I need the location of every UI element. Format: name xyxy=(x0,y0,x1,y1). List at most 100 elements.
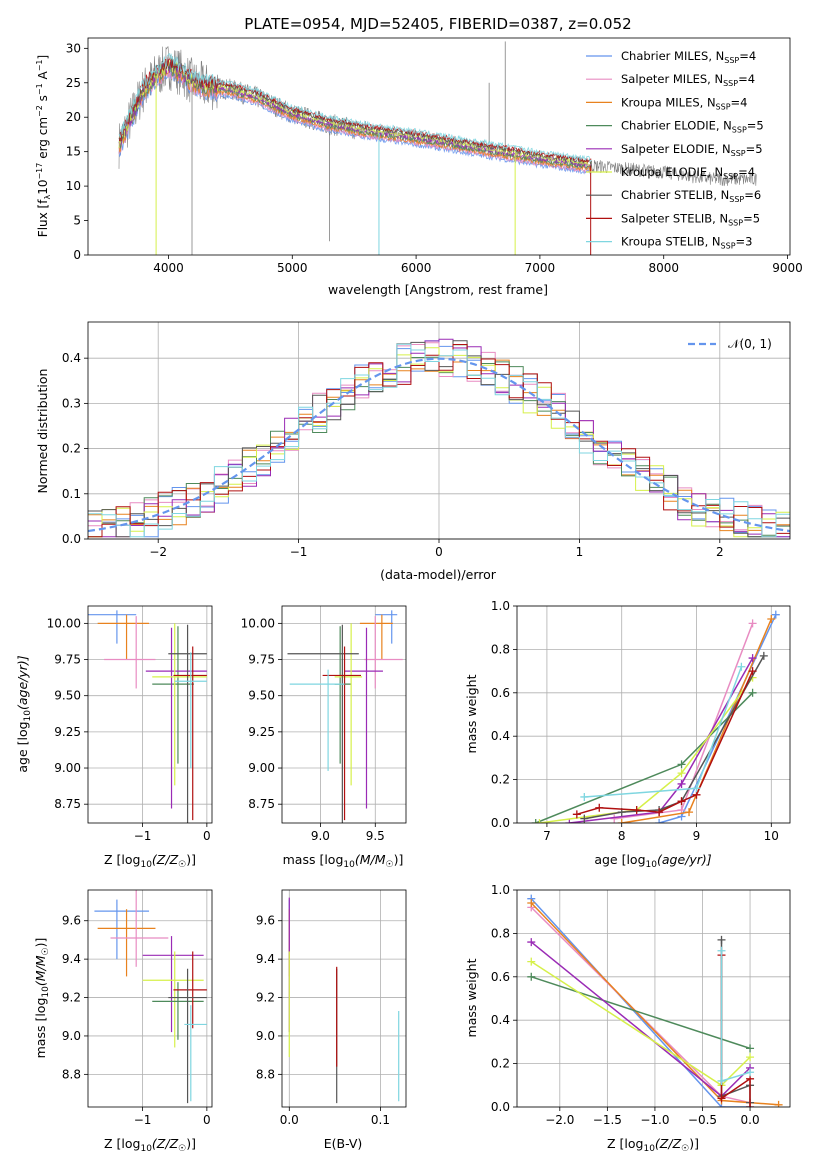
weight-marker xyxy=(717,1094,726,1103)
errorbar-point xyxy=(359,614,393,660)
y-axis-label: mass weight xyxy=(464,958,479,1037)
errorbar-point xyxy=(173,646,207,821)
axes-frame xyxy=(87,605,213,824)
y-tick-label: 0.6 xyxy=(491,970,510,984)
weight-marker xyxy=(655,819,664,823)
weight-line xyxy=(530,898,750,1107)
x-tick-label: −1.5 xyxy=(593,1113,622,1127)
x-tick-label: 6000 xyxy=(401,261,432,275)
errorbar-point xyxy=(97,909,156,977)
model-spectrum xyxy=(118,58,592,167)
x-axis-label: E(B-V) xyxy=(324,1136,363,1151)
mass-weight-vs-age-panel: 7 8 9 10 0.0 0.2 0.4 0.6 0.8 1.0 age [log10(age/yr… xyxy=(464,599,791,870)
y-tick-label: 9.2 xyxy=(62,991,81,1005)
weight-marker xyxy=(746,1044,755,1053)
x-axis-label: Z [log10(Z/Z☉)] xyxy=(104,852,196,870)
weight-marker xyxy=(677,779,686,788)
y-tick-label: 0.3 xyxy=(62,396,81,410)
y-tick-label: 0.6 xyxy=(491,686,510,700)
axes-frame xyxy=(516,605,791,824)
weight-marker xyxy=(748,619,757,628)
normal-curve xyxy=(88,357,790,533)
y-tick-label: 9.50 xyxy=(54,689,81,703)
weight-line xyxy=(530,960,751,1087)
y-tick-label: 9.50 xyxy=(248,689,275,703)
weight-series xyxy=(535,673,757,823)
weight-series xyxy=(580,651,768,823)
weight-marker xyxy=(746,1103,755,1107)
weight-marker xyxy=(677,797,686,806)
y-tick-label: 10.00 xyxy=(241,616,275,630)
axes-frame xyxy=(281,889,407,1108)
weight-marker xyxy=(767,615,776,624)
weight-marker xyxy=(774,1100,783,1107)
axes-frame xyxy=(87,889,213,1108)
plot-area xyxy=(88,610,207,823)
x-axis-label: Z [log10(Z/Z☉)] xyxy=(607,1136,699,1154)
y-tick-label: 8.8 xyxy=(62,1067,81,1081)
axes-frame xyxy=(281,605,407,824)
y-tick-label: 8.75 xyxy=(54,797,81,811)
weight-marker xyxy=(748,667,757,676)
weight-marker xyxy=(746,1068,755,1077)
y-tick-label: 8.8 xyxy=(256,1067,275,1081)
legend-label: Chabrier STELIB, NSSP=6 xyxy=(621,188,761,204)
plot-area xyxy=(288,897,400,1104)
x-tick-label: 7 xyxy=(543,829,551,843)
legend-label: Salpeter ELODIE, NSSP=5 xyxy=(621,142,763,158)
mass-vs-metallicity-panel: −1 0 8.8 9.0 9.2 9.4 9.6 Z [log10(Z/Z☉)] mass [l… xyxy=(33,889,213,1154)
ticks: −2.0 −1.5 −1.0 −0.5 0.0 0.0 0.2 0.4 0.6 0.8 1.0 xyxy=(491,883,760,1127)
y-tick-label: 0.1 xyxy=(62,487,81,501)
x-tick-label: −1 xyxy=(134,829,152,843)
errorbar-point xyxy=(334,623,363,786)
legend-label: 𝒩(0, 1) xyxy=(728,337,772,351)
y-tick-label: 9.4 xyxy=(256,952,275,966)
weight-line xyxy=(720,955,751,1107)
weight-marker xyxy=(771,610,780,619)
grid xyxy=(88,890,212,1107)
y-tick-label: 0.4 xyxy=(62,351,81,365)
x-tick-label: −0.5 xyxy=(688,1113,717,1127)
mass-vs-ebv-panel: 0.0 0.1 8.8 9.0 9.2 9.4 9.6 E(B-V) xyxy=(256,889,407,1151)
weight-marker xyxy=(655,808,664,817)
weight-marker xyxy=(531,819,540,823)
y-tick-label: 9.25 xyxy=(248,725,275,739)
errorbar-point xyxy=(344,627,383,809)
y-tick-label: 10 xyxy=(66,179,81,193)
y-axis-label: age [log10(age/yr)] xyxy=(15,655,33,772)
y-axis-label: Normed distribution xyxy=(35,369,50,494)
ticks: 0.0 0.1 8.8 9.0 9.2 9.4 9.6 xyxy=(256,914,390,1127)
weight-line xyxy=(569,657,754,823)
errorbar-point xyxy=(287,624,359,823)
weight-line xyxy=(539,677,754,823)
y-tick-label: 0.2 xyxy=(62,442,81,456)
weight-marker xyxy=(692,784,701,793)
weight-marker xyxy=(535,819,544,823)
figure-title: PLATE=0954, MJD=52405, FIBERID=0387, z=0… xyxy=(244,15,631,33)
y-tick-label: 9.6 xyxy=(62,914,81,928)
weight-marker xyxy=(617,819,626,823)
y-tick-label: 5 xyxy=(73,214,81,228)
x-tick-label: 0.0 xyxy=(741,1113,760,1127)
y-tick-label: 9.6 xyxy=(256,914,275,928)
legend: Chabrier MILES, NSSP=4 Salpeter MILES, NS… xyxy=(586,49,764,251)
age-vs-mass-panel: 9.0 9.5 8.75 9.00 9.25 9.50 9.75 10.00 mass [log… xyxy=(241,605,407,870)
y-tick-label: 0.8 xyxy=(491,926,510,940)
x-tick-label: 0.0 xyxy=(280,1113,299,1127)
x-axis-label: mass [log10(M/M☉)] xyxy=(283,852,404,870)
weight-marker xyxy=(595,803,604,812)
grid xyxy=(517,605,790,824)
model-spectrum xyxy=(118,52,592,162)
legend: 𝒩(0, 1) xyxy=(688,337,772,351)
legend-label: Kroupa STELIB, NSSP=3 xyxy=(621,235,752,251)
age-vs-metallicity-panel: −1 0 8.75 9.00 9.25 9.50 9.75 10.00 Z [log10(Z/Z… xyxy=(15,605,213,870)
y-tick-label: 0.4 xyxy=(491,1013,510,1027)
x-axis-label: wavelength [Angstrom, rest frame] xyxy=(328,282,548,297)
weight-marker xyxy=(527,899,536,908)
x-tick-label: 9.0 xyxy=(311,829,330,843)
ticks: 9.0 9.5 8.75 9.00 9.25 9.50 9.75 10.00 xyxy=(241,616,385,843)
y-tick-label: 0.0 xyxy=(491,1100,510,1114)
x-tick-label: 0 xyxy=(435,545,443,559)
weight-marker xyxy=(737,662,746,671)
y-axis-label: mass [log10(M/M☉)] xyxy=(33,938,51,1059)
